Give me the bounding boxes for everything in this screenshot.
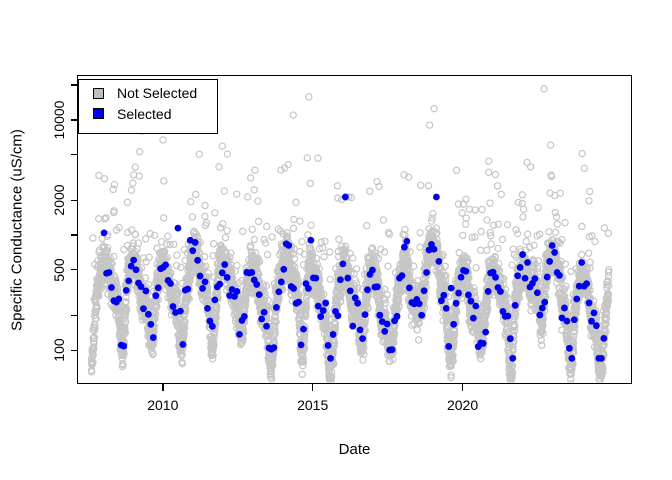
y-tick-label: 500 — [51, 258, 67, 282]
legend-row-selected: Selected — [79, 104, 217, 125]
y-tick-mark — [70, 234, 78, 236]
x-tick-mark — [162, 384, 164, 391]
x-tick-mark — [311, 384, 314, 391]
y-tick-mark — [70, 84, 78, 86]
legend-swatch-selected-icon — [93, 108, 104, 120]
x-tick-mark — [461, 384, 464, 391]
y-tick-label: 10000 — [51, 100, 67, 140]
y-tick-mark — [70, 153, 78, 156]
y-tick-mark — [70, 314, 78, 317]
legend: Not Selected Selected — [78, 79, 218, 134]
y-tick-label: 100 — [51, 338, 67, 362]
y-tick-mark — [70, 269, 78, 271]
x-tick-label: 2020 — [446, 397, 479, 413]
x-tick-label: 2010 — [147, 397, 179, 413]
y-tick-mark — [70, 349, 78, 351]
y-tick-label: 2000 — [51, 184, 67, 216]
y-tick-mark — [70, 199, 78, 202]
x-tick-label: 2015 — [297, 397, 329, 413]
legend-row-not-selected: Not Selected — [79, 83, 217, 104]
y-tick-mark — [70, 119, 78, 121]
legend-label-selected: Selected — [117, 105, 172, 122]
legend-swatch-not-selected-icon — [93, 87, 104, 99]
legend-label-not-selected: Not Selected — [117, 85, 198, 102]
